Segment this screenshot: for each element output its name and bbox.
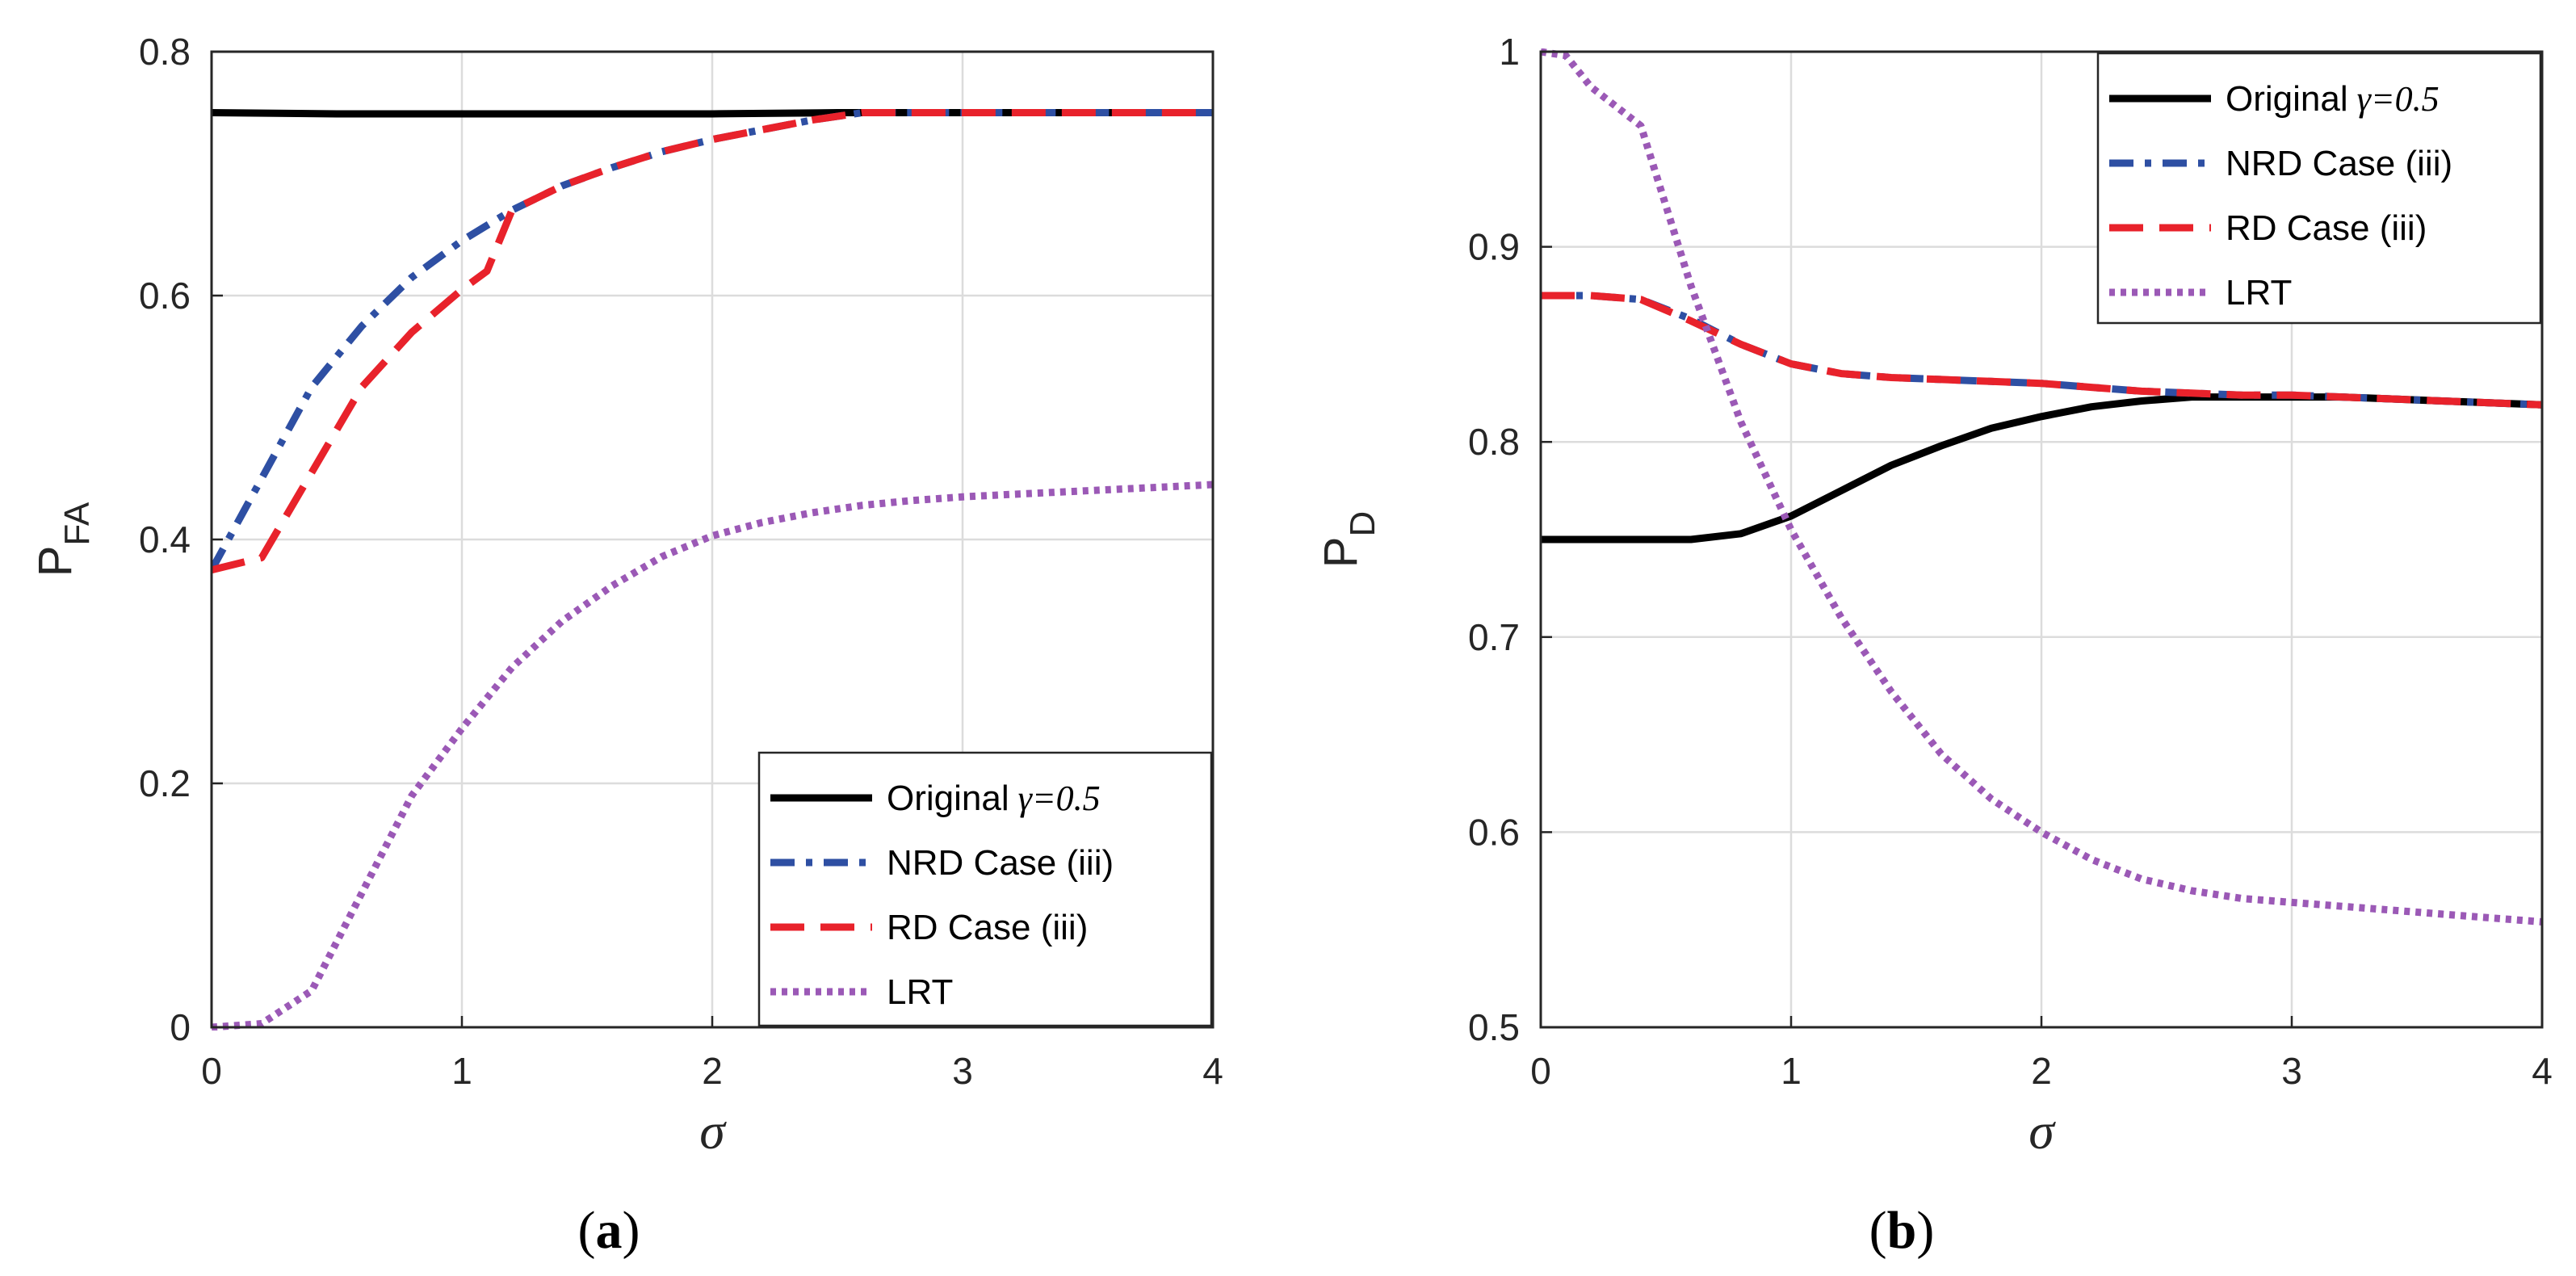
- y-tick-label: 0.6: [1468, 811, 1520, 853]
- y-axis-label: PFA: [29, 502, 97, 577]
- x-tick-label: 4: [1202, 1050, 1223, 1092]
- series-group: [1541, 48, 2542, 926]
- series-line: [212, 109, 1213, 572]
- series-line: [212, 109, 1213, 574]
- y-tick-label: 0.7: [1468, 616, 1520, 658]
- legend-entry-name: Original: [2226, 79, 2348, 119]
- caption-letter: b: [1887, 1201, 1917, 1260]
- legend-entry-label: Original γ=0.5: [887, 779, 1101, 818]
- series-line: [1541, 48, 2542, 926]
- caption-close-paren: ): [1916, 1201, 1934, 1260]
- x-tick-label: 1: [1781, 1050, 1802, 1092]
- series-line: [1541, 393, 2542, 544]
- legend-entry-label: LRT: [2226, 273, 2292, 313]
- caption-open-paren: (: [578, 1201, 596, 1260]
- y-tick-label: 1: [1499, 31, 1520, 73]
- legend-entry-name: RD Case (iii): [2226, 208, 2427, 248]
- x-axis-label: σ: [699, 1102, 727, 1160]
- y-tick-label: 0.9: [1468, 226, 1520, 268]
- legend-entry-label: NRD Case (iii): [2226, 144, 2452, 183]
- x-tick-label: 1: [451, 1050, 472, 1092]
- legend-entry-name: NRD Case (iii): [887, 843, 1114, 883]
- panel-caption: (b): [1869, 1201, 1935, 1260]
- x-tick-label: 2: [702, 1050, 723, 1092]
- legend-entry-name: NRD Case (iii): [2226, 144, 2452, 183]
- x-tick-label: 0: [1530, 1050, 1551, 1092]
- y-axis-label-subscript: FA: [57, 502, 97, 545]
- legend-entry-suffix: γ=0.5: [2348, 79, 2440, 119]
- y-axis-label-subscript: D: [1343, 511, 1382, 537]
- legend-entry-label: LRT: [887, 972, 953, 1012]
- x-tick-label: 4: [2532, 1050, 2553, 1092]
- y-tick-label: 0: [170, 1006, 191, 1048]
- y-tick-label: 0.2: [139, 762, 191, 804]
- y-tick-label: 0.4: [139, 518, 191, 560]
- y-tick-label: 0.8: [139, 31, 191, 73]
- series-group: [212, 109, 1213, 1030]
- panel-caption: (a): [578, 1201, 640, 1260]
- legend: Original γ=0.5 NRD Case (iii) RD Case (iii…: [2096, 52, 2542, 325]
- chart-panel-b: 0 1 2 3 4 0.5 0.6 0.7 0.8 0.9 1 σ PD Original γ=0.5 NR…: [1315, 31, 2553, 1260]
- y-tick-label: 0.5: [1468, 1006, 1520, 1048]
- legend-entry-name: LRT: [2226, 273, 2292, 313]
- legend-entry-label: NRD Case (iii): [887, 843, 1114, 883]
- x-tick-label: 0: [201, 1050, 222, 1092]
- x-axis-label: σ: [2028, 1102, 2056, 1160]
- legend-entry-label: Original γ=0.5: [2226, 79, 2440, 119]
- legend-entry-name: RD Case (iii): [887, 908, 1088, 947]
- axes-frame: [210, 50, 1215, 1029]
- x-tick-label: 3: [2281, 1050, 2302, 1092]
- chart-panel-a: 0 1 2 3 4 0 0.2 0.4 0.6 0.8 σ PFA Original γ=0.5 NRD …: [29, 31, 1223, 1260]
- legend-entry-label: RD Case (iii): [2226, 208, 2427, 248]
- y-tick-label: 0.8: [1468, 421, 1520, 463]
- y-axis-label-main: P: [29, 546, 82, 577]
- caption-close-paren: ): [623, 1201, 640, 1260]
- legend-entry-suffix: γ=0.5: [1009, 779, 1101, 818]
- legend-entry-name: Original: [887, 779, 1009, 818]
- axes-frame: [1539, 50, 2544, 1029]
- y-tick-label: 0.6: [139, 275, 191, 317]
- caption-letter: a: [596, 1201, 623, 1260]
- legend: Original γ=0.5 NRD Case (iii) RD Case (iii…: [757, 751, 1213, 1027]
- x-tick-label: 3: [952, 1050, 973, 1092]
- legend-entry-name: LRT: [887, 972, 953, 1012]
- legend-entry-label: RD Case (iii): [887, 908, 1088, 947]
- y-axis-label-main: P: [1315, 537, 1367, 569]
- caption-open-paren: (: [1869, 1201, 1887, 1260]
- y-axis-label: PD: [1315, 511, 1382, 568]
- x-tick-label: 2: [2031, 1050, 2052, 1092]
